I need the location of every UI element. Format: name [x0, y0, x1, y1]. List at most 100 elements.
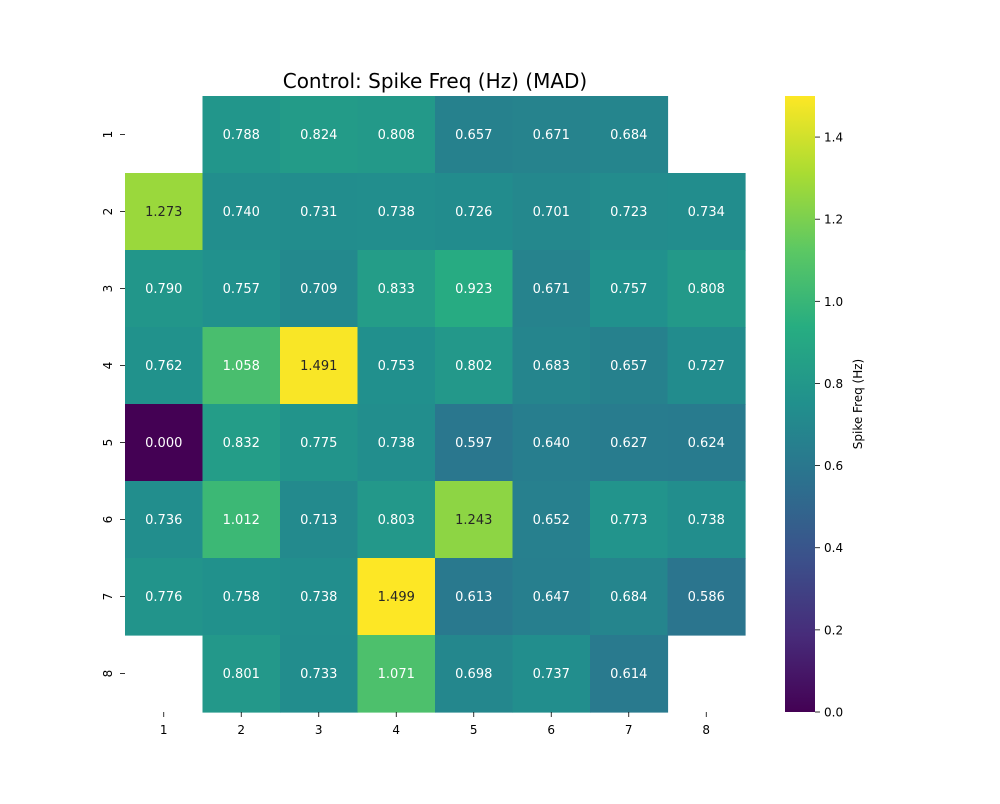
- x-tick-label-8: 8: [702, 723, 710, 737]
- colorbar-tick-label-0.8: 0.8: [824, 377, 843, 391]
- y-tick-label-3: 3: [101, 285, 115, 293]
- cell-value-label-r1-c6: 0.671: [533, 128, 570, 143]
- heatmap-cell-r5-c8: [667, 404, 746, 482]
- cell-value-label-r3-c4: 0.833: [378, 282, 415, 297]
- heatmap-cell-r3-c5: [435, 250, 514, 328]
- cell-value-label-r4-c1: 0.762: [145, 359, 182, 374]
- cell-value-label-r2-c7: 0.723: [610, 205, 647, 220]
- heatmap-cell-r5-c5: [435, 404, 514, 482]
- heatmap-cell-r1-c6: [512, 96, 591, 174]
- cell-value-label-r6-c8: 0.738: [688, 513, 725, 528]
- cell-value-label-r8-c5: 0.698: [455, 667, 492, 682]
- colorbar-tick-label-1.2: 1.2: [824, 213, 843, 227]
- heatmap-cell-r6-c3: [280, 481, 359, 559]
- heatmap-cell-r8-c3: [280, 635, 359, 713]
- heatmap-cell-r4-c3: [280, 327, 359, 405]
- heatmap-cell-r2-c4: [357, 173, 436, 251]
- heatmap-cell-r5-c7: [590, 404, 669, 482]
- cell-value-label-r6-c3: 0.713: [300, 513, 337, 528]
- cell-value-label-r3-c7: 0.757: [610, 282, 647, 297]
- heatmap-cell-r7-c2: [202, 558, 281, 636]
- cell-value-label-r3-c8: 0.808: [688, 282, 725, 297]
- x-axis: 1 2 3 4 5 6 7 8: [160, 712, 710, 737]
- cell-value-label-r4-c8: 0.727: [688, 359, 725, 374]
- cell-value-label-r6-c2: 1.012: [223, 513, 260, 528]
- heatmap-cells: [125, 96, 746, 713]
- heatmap-cell-r5-c4: [357, 404, 436, 482]
- cell-value-label-r3-c3: 0.709: [300, 282, 337, 297]
- cell-value-label-r7-c8: 0.586: [688, 590, 725, 605]
- x-tick-label-4: 4: [392, 723, 400, 737]
- heatmap-cell-r2-c5: [435, 173, 514, 251]
- heatmap-cell-r4-c1: [125, 327, 204, 405]
- cell-value-label-r5-c5: 0.597: [455, 436, 492, 451]
- heatmap-cell-r2-c3: [280, 173, 359, 251]
- cell-value-label-r2-c4: 0.738: [378, 205, 415, 220]
- y-tick-label-7: 7: [101, 593, 115, 601]
- cell-value-label-r7-c5: 0.613: [455, 590, 492, 605]
- cell-value-label-r8-c6: 0.737: [533, 667, 570, 682]
- heatmap-cell-r6-c7: [590, 481, 669, 559]
- y-tick-label-5: 5: [101, 439, 115, 447]
- colorbar-ticks: 0.0 0.2 0.4 0.6 0.8 1.0 1.2 1.4: [815, 131, 843, 720]
- cell-value-label-r3-c6: 0.671: [533, 282, 570, 297]
- cell-value-label-r1-c2: 0.788: [223, 128, 260, 143]
- colorbar-tick-label-1.0: 1.0: [824, 295, 843, 309]
- x-tick-label-1: 1: [160, 723, 168, 737]
- heatmap-cell-r5-c2: [202, 404, 281, 482]
- cell-value-label-r5-c8: 0.624: [688, 436, 725, 451]
- heatmap-cell-r7-c7: [590, 558, 669, 636]
- cell-value-label-r6-c4: 0.803: [378, 513, 415, 528]
- heatmap-cell-r8-c2: [202, 635, 281, 713]
- heatmap-cell-r8-c7: [590, 635, 669, 713]
- cell-value-label-r2-c6: 0.701: [533, 205, 570, 220]
- y-tick-label-1: 1: [101, 131, 115, 139]
- x-tick-label-3: 3: [315, 723, 323, 737]
- heatmap-cell-r1-c5: [435, 96, 514, 174]
- cell-value-label-r7-c2: 0.758: [223, 590, 260, 605]
- cell-value-label-r4-c5: 0.802: [455, 359, 492, 374]
- cell-value-label-r5-c1: 0.000: [145, 436, 182, 451]
- cell-value-label-r5-c4: 0.738: [378, 436, 415, 451]
- cell-value-label-r7-c6: 0.647: [533, 590, 570, 605]
- y-tick-label-2: 2: [101, 208, 115, 216]
- heatmap-cell-r7-c6: [512, 558, 591, 636]
- cell-value-label-r4-c3: 1.491: [300, 359, 337, 374]
- cell-value-label-r1-c3: 0.824: [300, 128, 337, 143]
- cell-value-label-r8-c3: 0.733: [300, 667, 337, 682]
- heatmap-cell-r3-c7: [590, 250, 669, 328]
- heatmap-cell-r6-c1: [125, 481, 204, 559]
- heatmap-cell-r3-c2: [202, 250, 281, 328]
- y-tick-label-6: 6: [101, 516, 115, 524]
- cell-value-label-r2-c3: 0.731: [300, 205, 337, 220]
- cell-value-label-r1-c5: 0.657: [455, 128, 492, 143]
- cell-value-label-r6-c5: 1.243: [455, 513, 492, 528]
- heatmap-cell-r4-c5: [435, 327, 514, 405]
- cell-value-label-r2-c5: 0.726: [455, 205, 492, 220]
- cell-value-label-r3-c5: 0.923: [455, 282, 492, 297]
- heatmap-cell-r1-c4: [357, 96, 436, 174]
- cell-value-label-r3-c1: 0.790: [145, 282, 182, 297]
- heatmap-cell-r6-c4: [357, 481, 436, 559]
- x-tick-label-6: 6: [547, 723, 555, 737]
- cell-value-label-r2-c1: 1.273: [145, 205, 182, 220]
- cell-value-label-r7-c7: 0.684: [610, 590, 647, 605]
- cell-value-label-r1-c4: 0.808: [378, 128, 415, 143]
- heatmap-cell-labels: 0.788 0.824 0.808 0.657 0.671 0.684 1.273 0.740…: [145, 128, 725, 682]
- colorbar-gradient: [785, 96, 815, 712]
- cell-value-label-r1-c7: 0.684: [610, 128, 647, 143]
- heatmap-cell-r6-c5: [435, 481, 514, 559]
- heatmap-cell-r7-c4: [357, 558, 436, 636]
- heatmap-cell-r2-c2: [202, 173, 281, 251]
- cell-value-label-r5-c7: 0.627: [610, 436, 647, 451]
- cell-value-label-r2-c2: 0.740: [223, 205, 260, 220]
- x-tick-label-7: 7: [625, 723, 633, 737]
- heatmap-cell-r2-c7: [590, 173, 669, 251]
- colorbar-tick-label-0.2: 0.2: [824, 623, 843, 637]
- cell-value-label-r4-c4: 0.753: [378, 359, 415, 374]
- chart-title: Control: Spike Freq (Hz) (MAD): [283, 69, 588, 93]
- cell-value-label-r7-c4: 1.499: [378, 590, 415, 605]
- heatmap-cell-r8-c5: [435, 635, 514, 713]
- heatmap-cell-r2-c6: [512, 173, 591, 251]
